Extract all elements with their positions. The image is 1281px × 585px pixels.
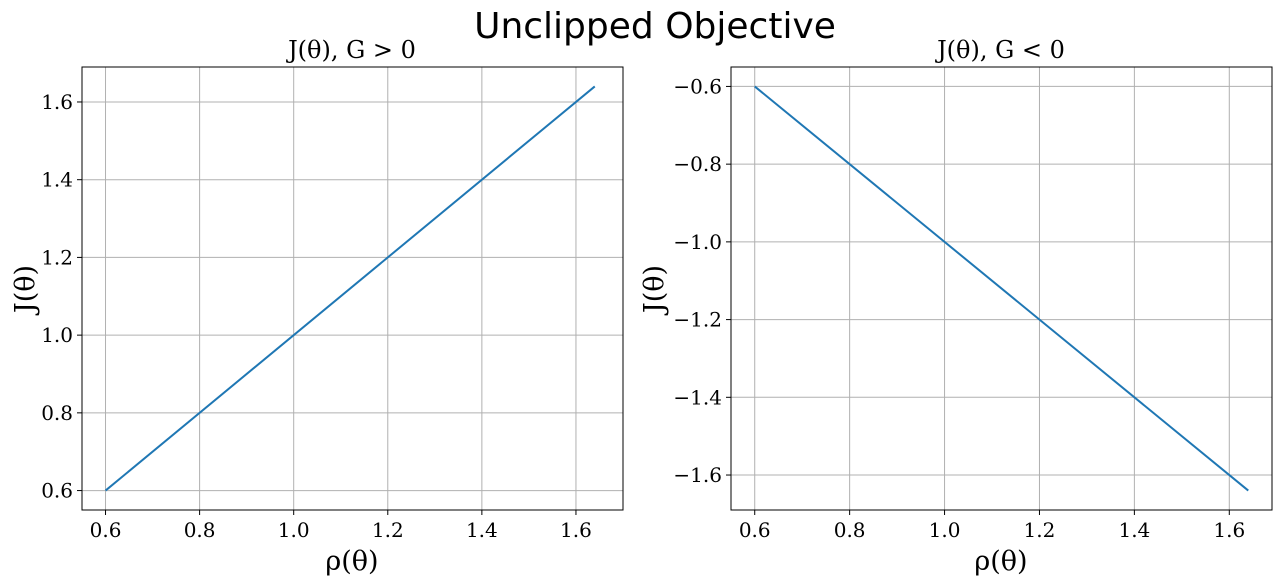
right-plot-y-axis-label: J(θ) (639, 265, 670, 316)
left-plot-frame (81, 66, 624, 511)
left-plot-title: J(θ), G > 0 (285, 36, 416, 64)
right-plot-y-tick-label: −1.4 (673, 385, 722, 409)
left-plot-x-tick-label: 0.6 (90, 518, 122, 542)
right-plot-x-tick-label: 0.6 (739, 518, 771, 542)
left-plot-x-tick-label: 1.6 (560, 518, 592, 542)
right-plot-frame (730, 66, 1273, 511)
left-plot-x-tick-label: 0.8 (184, 518, 216, 542)
left-plot-y-axis-label: J(θ) (10, 265, 41, 316)
right-plot-y-tick-label: −0.8 (673, 152, 722, 176)
left-plot-x-axis-label: ρ(θ) (325, 546, 378, 577)
left-plot-y-tick-label: 0.8 (41, 401, 73, 425)
right-plot-x-tick-label: 0.8 (834, 518, 866, 542)
figure-title: Unclipped Objective (474, 6, 836, 47)
left-plot: 0.6 0.8 1.0 1.2 1.4 1.6 0.6 0.8 1.0 1.2 1.4 1.6 J(θ… (10, 36, 624, 577)
left-plot-x-tick-label: 1.2 (372, 518, 404, 542)
right-plot-y-tick-label: −1.2 (673, 308, 722, 332)
right-plot-x-tick-label: 1.2 (1024, 518, 1056, 542)
left-plot-series-line (104, 85, 596, 492)
left-plot-y-tick-label: 1.6 (41, 90, 73, 114)
right-plot: 0.6 0.8 1.0 1.2 1.4 1.6 −0.6 −0.8 −1.0 −1.2 −1.4 −1… (639, 36, 1273, 577)
right-plot-y-tick-label: −1.6 (673, 463, 722, 487)
left-plot-y-tick-label: 1.2 (41, 245, 73, 269)
right-plot-x-tick-label: 1.6 (1213, 518, 1245, 542)
right-plot-y-tick-label: −1.0 (673, 230, 722, 254)
left-plot-y-tick-label: 0.6 (41, 479, 73, 503)
right-plot-x-axis-label: ρ(θ) (974, 546, 1027, 577)
left-plot-y-tick-label: 1.4 (41, 168, 73, 192)
left-plot-x-tick-label: 1.0 (278, 518, 310, 542)
right-plot-title: J(θ), G < 0 (934, 36, 1065, 64)
right-plot-x-tick-label: 1.4 (1118, 518, 1150, 542)
right-plot-x-tick-label: 1.0 (929, 518, 961, 542)
left-plot-x-tick-label: 1.4 (466, 518, 498, 542)
right-plot-series-line (754, 85, 1249, 492)
right-plot-y-tick-label: −0.6 (673, 74, 722, 98)
left-plot-y-tick-label: 1.0 (41, 323, 73, 347)
